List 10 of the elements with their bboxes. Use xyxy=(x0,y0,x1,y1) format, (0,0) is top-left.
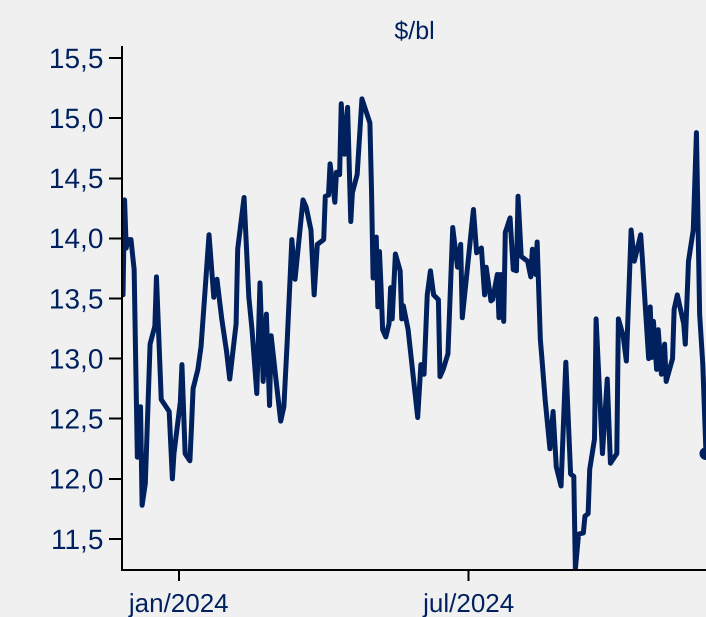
y-tick-label: 11,5 xyxy=(50,524,104,555)
y-tick-label: 12,0 xyxy=(48,464,104,495)
y-tick-label: 15,5 xyxy=(48,42,104,74)
chart-title: $/bl xyxy=(394,16,435,45)
y-tick-label: 14,5 xyxy=(48,163,104,194)
y-tick-label: 12,5 xyxy=(48,404,104,435)
y-tick-label: 14,0 xyxy=(48,223,104,254)
y-tick-label: 15,0 xyxy=(48,102,104,134)
y-tick-label: 13,5 xyxy=(48,283,104,314)
y-tick-label: 13,0 xyxy=(48,343,104,374)
